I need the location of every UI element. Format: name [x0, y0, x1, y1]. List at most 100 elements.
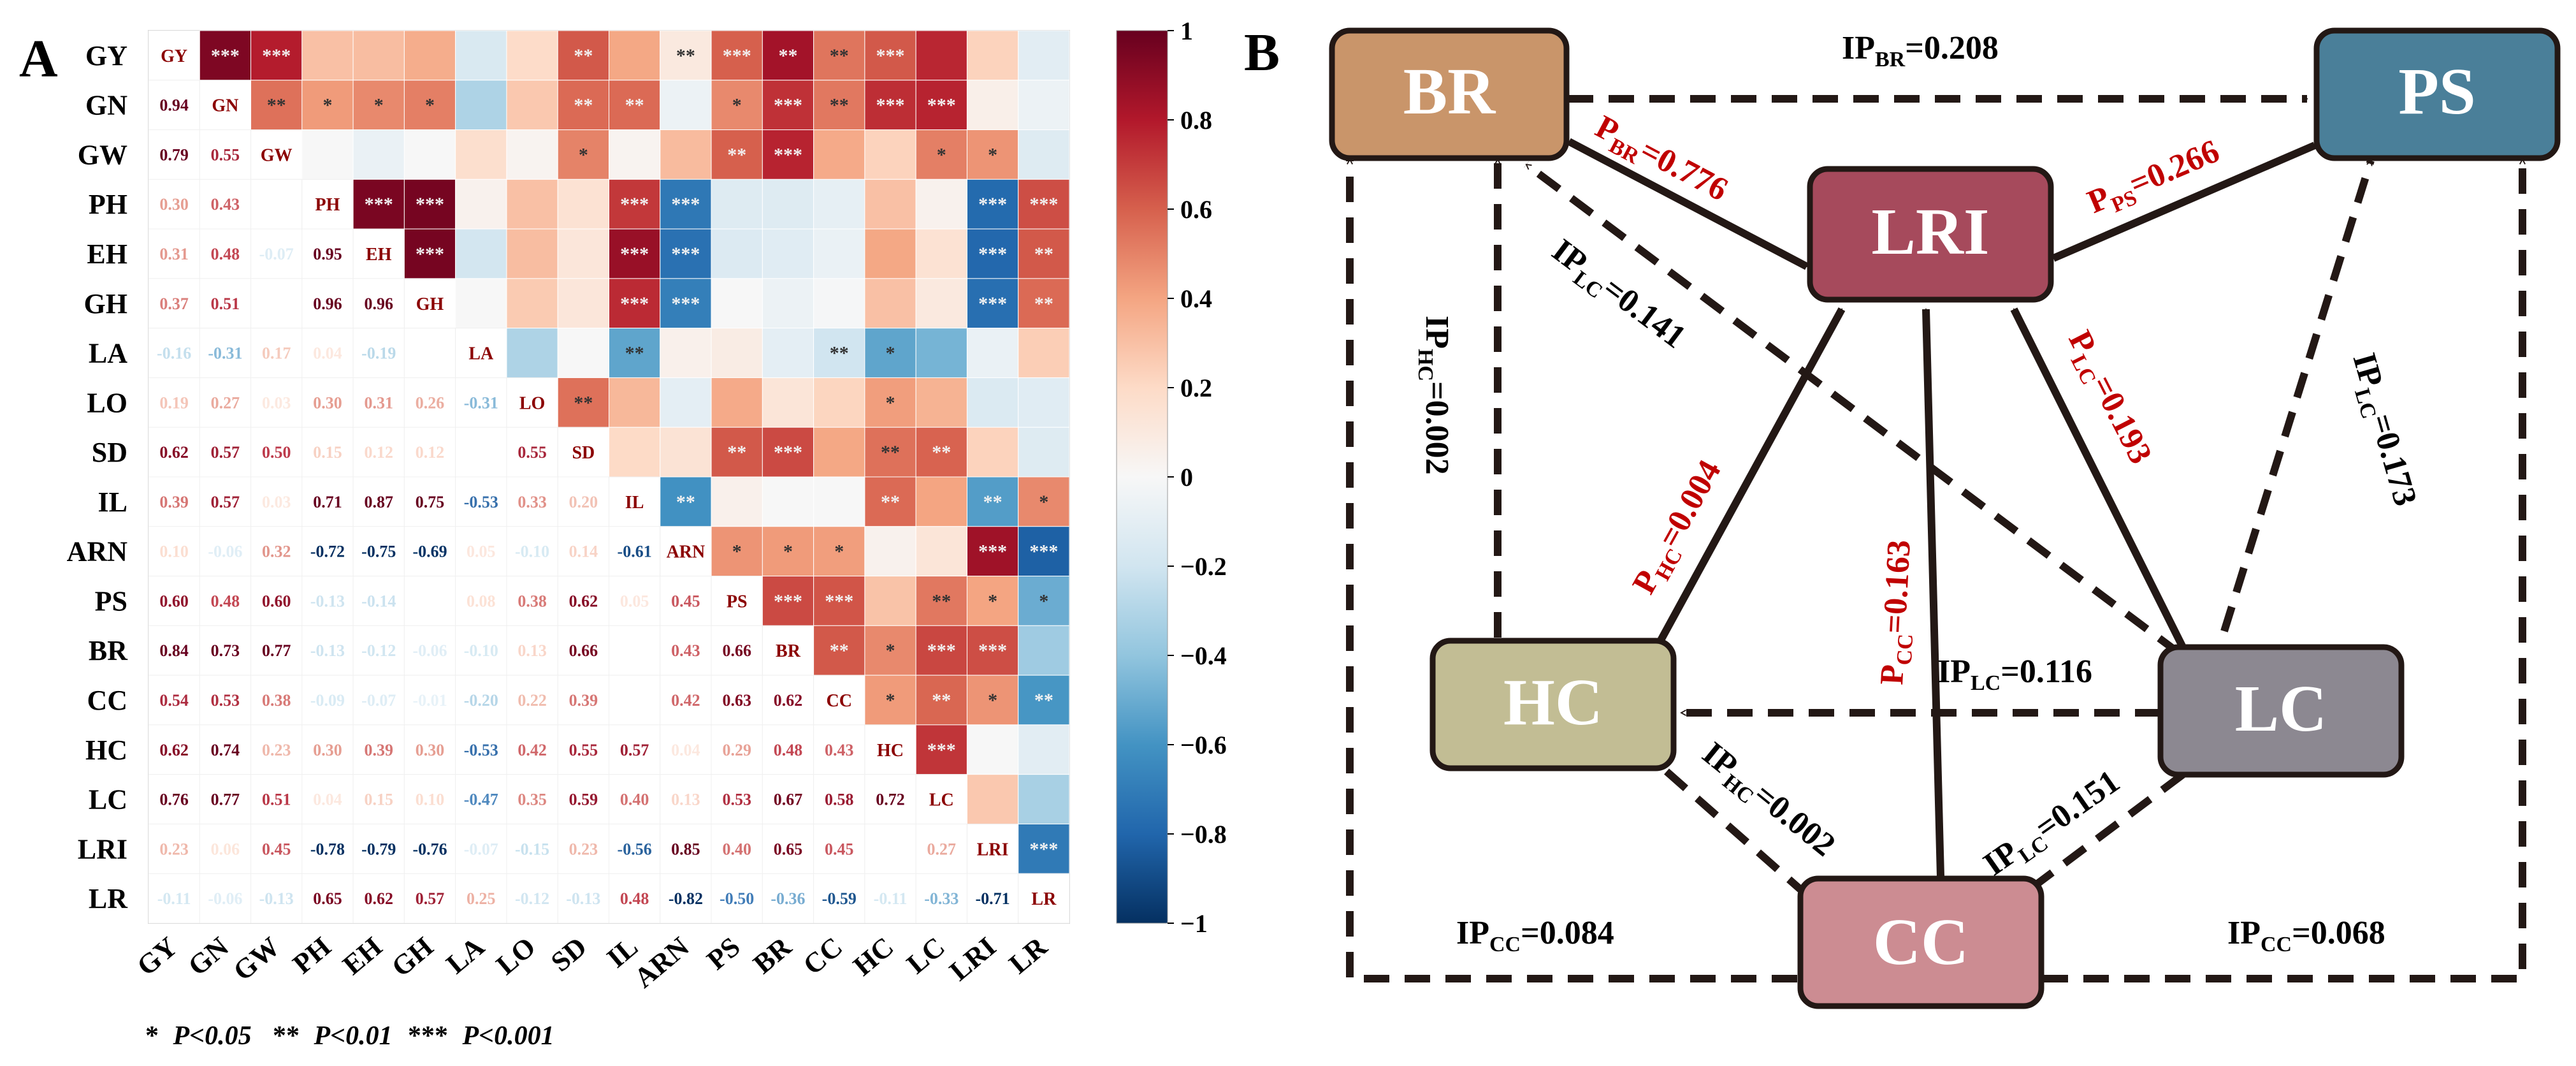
significance-mark: * — [1039, 590, 1048, 611]
direct-edges — [1567, 138, 2317, 877]
heatmap-cell-lower — [506, 675, 558, 726]
significance-mark: *** — [774, 144, 802, 165]
column-label: HC — [847, 931, 899, 982]
heatmap-row-labels: GY GN GW PH EH GH LA LO SD IL ARN PS BR CC HC LC LRI LR — [67, 40, 129, 914]
correlation-value: -0.76 — [412, 840, 447, 858]
heatmap-cell-upper — [966, 427, 1019, 478]
heatmap-cell-upper — [609, 328, 661, 378]
edge-lc-lri — [2010, 307, 2187, 649]
heatmap-cell-lower — [455, 476, 507, 527]
colorbar-tick-label: 0.6 — [1180, 195, 1212, 224]
heatmap-cell-lower — [506, 774, 558, 824]
heatmap-cell-upper — [557, 80, 610, 131]
heatmap-cell-upper — [762, 129, 814, 180]
correlation-value: 0.20 — [569, 493, 598, 511]
significance-mark: * — [988, 690, 997, 711]
correlation-value: -0.82 — [669, 889, 703, 908]
correlation-value: 0.13 — [517, 641, 547, 660]
diagonal-label: LO — [519, 393, 545, 413]
correlation-value: 0.19 — [159, 393, 189, 412]
significance-mark: * — [374, 95, 384, 116]
heatmap-cell-upper — [1018, 278, 1070, 329]
label-ip-br: IPBR=0.208 — [1842, 30, 1999, 71]
heatmap-cell-lower — [352, 774, 405, 824]
correlation-value: 0.48 — [620, 889, 649, 908]
correlation-value: 0.76 — [159, 791, 189, 809]
correlation-value: 0.66 — [569, 641, 598, 660]
heatmap-cell-diagonal — [199, 80, 252, 131]
correlation-value: 0.60 — [159, 592, 189, 610]
heatmap-cell-upper — [966, 228, 1019, 279]
correlation-value: 0.55 — [211, 145, 240, 164]
correlation-value: -0.13 — [259, 889, 294, 908]
label-ip-hc-br: IPHC=0.002 — [1414, 316, 1455, 475]
heatmap-cell-upper — [915, 278, 967, 329]
node-cc-box — [1797, 875, 2044, 1009]
correlation-value: 0.30 — [313, 741, 342, 759]
correlation-value: 0.23 — [159, 840, 189, 858]
heatmap-cell-lower — [148, 873, 200, 924]
heatmap-cell-upper — [403, 228, 456, 279]
heatmap-cell-upper — [455, 278, 507, 329]
correlation-value: -0.13 — [566, 889, 600, 908]
heatmap-cell-lower — [199, 774, 252, 824]
correlation-value: 0.05 — [467, 543, 496, 561]
correlation-value: -0.61 — [618, 543, 652, 561]
heatmap-cell-lower — [199, 576, 252, 626]
correlation-value: 0.33 — [517, 493, 547, 511]
significance-mark: ** — [574, 392, 593, 413]
heatmap-cell-upper — [915, 625, 967, 676]
heatmap-cell-lower — [301, 278, 354, 329]
column-label: GY — [131, 931, 184, 982]
row-label: BR — [89, 635, 128, 666]
correlation-value: 0.65 — [313, 889, 342, 908]
correlation-value: 0.57 — [211, 443, 240, 462]
edge-hc-cc — [1664, 768, 1803, 893]
correlation-value: 0.53 — [211, 691, 240, 710]
heatmap-cell-upper — [711, 427, 763, 478]
significance-mark: ** — [983, 492, 1002, 513]
node-ps-box — [2313, 27, 2561, 161]
correlation-value: -0.10 — [464, 641, 498, 660]
diagonal-label: LRI — [977, 840, 1009, 859]
heatmap-cell-upper — [506, 278, 558, 329]
column-label: EH — [336, 931, 387, 981]
heatmap-cell-upper — [609, 427, 661, 478]
heatmap-cell-lower — [506, 476, 558, 527]
heatmap-cell-lower — [301, 526, 354, 577]
heatmap-cell-upper — [352, 129, 405, 180]
correlation-value: -0.01 — [412, 691, 447, 710]
correlation-value: -0.36 — [771, 889, 805, 908]
colorbar-tick-label: −0.4 — [1180, 641, 1227, 670]
heatmap-cell-upper — [966, 476, 1019, 527]
heatmap-cell-lower — [352, 476, 405, 527]
correlation-value: -0.78 — [310, 840, 345, 858]
heatmap-cell-lower — [455, 427, 507, 478]
significance-mark: *** — [978, 194, 1007, 215]
heatmap-cell-lower — [711, 823, 763, 874]
heatmap-cell-upper — [966, 526, 1019, 577]
heatmap-cell-upper — [301, 30, 354, 81]
significance-mark: * — [886, 690, 895, 711]
significance-mark: ** — [830, 45, 849, 66]
heatmap-cell-lower — [352, 278, 405, 329]
heatmap-cell-lower — [199, 328, 252, 378]
heatmap-cell-upper — [915, 129, 967, 180]
significance-mark: ** — [625, 95, 644, 116]
heatmap-cell-lower — [557, 823, 610, 874]
significance-mark: * — [886, 343, 895, 364]
heatmap-cell-lower — [403, 328, 456, 378]
heatmap-cell-upper — [609, 278, 661, 329]
heatmap-cell-upper — [352, 30, 405, 81]
heatmap-cell-lower — [148, 427, 200, 478]
heatmap-cell-lower — [864, 774, 916, 824]
correlation-value: -0.15 — [515, 840, 549, 858]
significance-mark: *** — [1029, 194, 1058, 215]
row-label: SD — [92, 437, 127, 468]
panel-a-label: A — [19, 29, 58, 89]
correlation-value: 0.65 — [774, 840, 803, 858]
significance-mark: *** — [620, 194, 649, 215]
heatmap-cell-lower — [250, 427, 303, 478]
label-ip-lc-ps: IPLC=0.173 — [2341, 349, 2424, 511]
heatmap-cell-upper — [762, 328, 814, 378]
